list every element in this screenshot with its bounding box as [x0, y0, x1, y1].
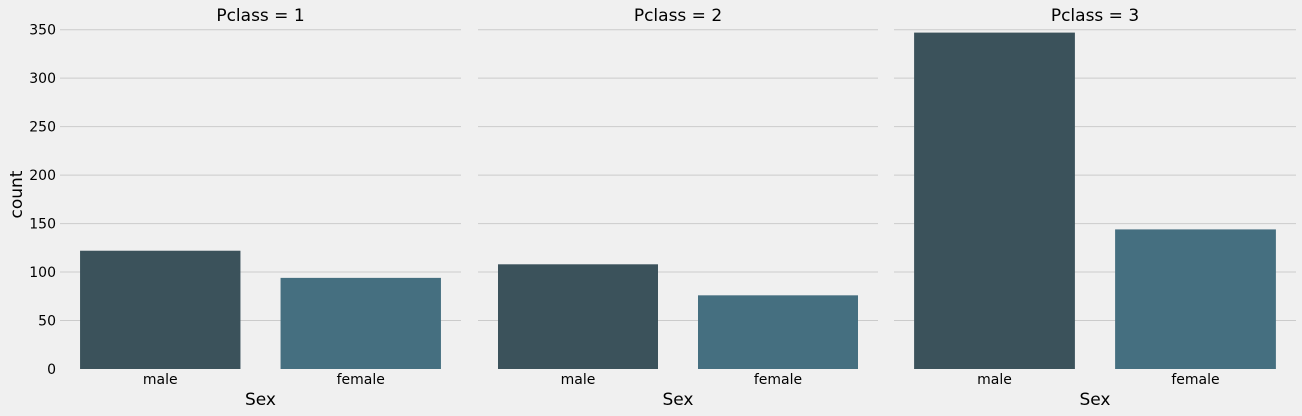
x-tick-label: female [1171, 372, 1219, 388]
x-axis-label: Sex [662, 390, 693, 410]
facet-panel-2: male female Pclass = 2 Sex [478, 6, 878, 410]
panel-title: Pclass = 3 [1051, 6, 1139, 26]
y-axis-label: count [7, 170, 27, 218]
y-tick-label: 100 [29, 265, 56, 281]
bar-female [1115, 229, 1276, 369]
bar-female [280, 277, 441, 369]
x-axis-label: Sex [1079, 390, 1110, 410]
x-tick-label: male [977, 372, 1012, 388]
y-tick-label: 300 [29, 71, 56, 87]
bar-female [698, 295, 858, 369]
y-tick-label: 200 [29, 168, 56, 184]
bar-male [914, 32, 1075, 369]
panel-title: Pclass = 2 [634, 6, 722, 26]
facet-panel-3: male female Pclass = 3 Sex [894, 6, 1296, 410]
y-tick-label: 350 [29, 23, 56, 39]
x-tick-label: male [561, 372, 596, 388]
x-axis-label: Sex [245, 390, 276, 410]
y-tick-label: 50 [38, 314, 56, 330]
x-tick-label: female [337, 372, 385, 388]
panel-title: Pclass = 1 [216, 6, 304, 26]
y-tick-label: 150 [29, 217, 56, 233]
x-tick-label: male [143, 372, 178, 388]
y-tick-label: 250 [29, 120, 56, 136]
x-tick-label: female [754, 372, 802, 388]
bar-male [80, 250, 241, 369]
bar-male [498, 264, 658, 369]
y-tick-label: 0 [47, 362, 56, 378]
facet-panel-1: 0 50 100 150 200 250 300 350 male female Pclass = … [7, 6, 461, 410]
